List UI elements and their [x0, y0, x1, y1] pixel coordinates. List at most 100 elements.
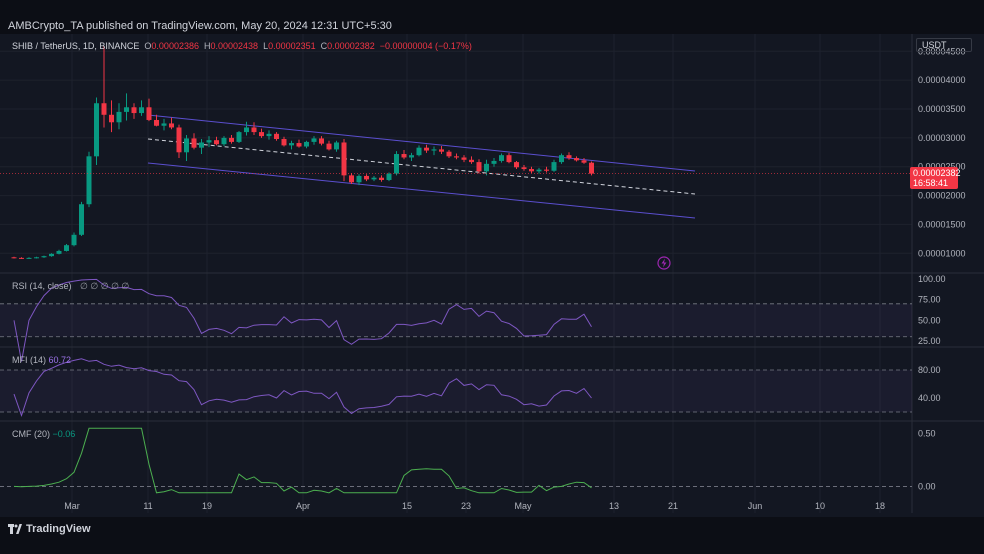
- y-tick-label: 0.00001500: [918, 219, 966, 229]
- candle-body: [424, 147, 429, 151]
- candle-body: [176, 127, 182, 153]
- candle-body: [499, 155, 504, 161]
- y-tick-label: 100.00: [918, 274, 946, 284]
- candle-body: [26, 257, 32, 259]
- candle-body: [86, 156, 92, 205]
- candle-body: [41, 256, 47, 258]
- y-tick-label: 25.00: [918, 336, 941, 346]
- low-value: 0.00002351: [268, 41, 316, 51]
- candle-body: [574, 158, 579, 161]
- last-price-tag: 0.00002382 16:58:41: [910, 167, 961, 189]
- rsi-hidden-values: ∅ ∅ ∅ ∅ ∅: [80, 281, 130, 291]
- y-tick-label: 0.50: [918, 429, 936, 439]
- candle-body: [326, 143, 332, 150]
- candle-body: [446, 151, 452, 157]
- x-tick-label: Jun: [748, 501, 763, 511]
- cmf-value: −0.06: [52, 429, 76, 439]
- rsi-line: [13, 278, 592, 362]
- candle-body: [401, 154, 407, 158]
- rsi-title[interactable]: RSI (14, close): [12, 281, 72, 291]
- tradingview-logo[interactable]: TradingView: [8, 523, 91, 535]
- candle-body: [169, 123, 174, 128]
- mfi-line: [13, 358, 592, 418]
- candle-body: [589, 162, 594, 174]
- candle-body: [454, 156, 459, 158]
- high-label: H: [204, 41, 211, 51]
- y-tick-label: 80.00: [918, 365, 941, 375]
- y-tick-label: 0.00001000: [918, 248, 966, 258]
- candle-body: [34, 257, 39, 259]
- candle-body: [64, 245, 69, 251]
- x-tick-label: 13: [609, 501, 619, 511]
- candle-body: [259, 132, 264, 137]
- open-value: 0.00002386: [151, 41, 199, 51]
- indicator-band: [0, 303, 912, 337]
- cmf-line: [13, 427, 592, 494]
- candle-body: [379, 177, 384, 180]
- candle-body: [319, 138, 324, 144]
- cmf-title[interactable]: CMF (20): [12, 429, 50, 439]
- candle-body: [521, 167, 527, 170]
- alert-bolt-icon[interactable]: [657, 256, 671, 270]
- mfi-pane: 80.00 40.00: [0, 358, 941, 418]
- mfi-title[interactable]: MFI (14): [12, 355, 47, 365]
- candle-body: [56, 250, 62, 254]
- candle-body: [251, 127, 257, 133]
- symbol-name[interactable]: SHIB / TetherUS, 1D, BINANCE: [12, 41, 140, 51]
- candle-body: [469, 159, 474, 163]
- candle-body: [409, 155, 414, 158]
- x-tick-label: 11: [143, 501, 152, 511]
- candle-body: [274, 133, 279, 140]
- candle-body: [191, 138, 197, 148]
- candle-body: [214, 140, 219, 145]
- candle-body: [476, 162, 482, 172]
- low-label: L: [263, 41, 269, 51]
- candles: [0, 46, 912, 260]
- y-tick-label: 50.00: [918, 315, 941, 325]
- x-tick-label: Apr: [296, 501, 310, 511]
- trend-channel: [147, 114, 696, 219]
- y-tick-label: 75.00: [918, 295, 941, 305]
- chart-area[interactable]: 100.00 75.00 50.00 25.00 80.0040.00 0.50 0.0…: [0, 34, 984, 518]
- candle-body: [566, 155, 572, 159]
- candle-body: [491, 160, 497, 164]
- candle-body: [116, 111, 122, 123]
- candle-body: [416, 147, 422, 156]
- candle-body: [221, 137, 227, 145]
- x-tick-label: 19: [202, 501, 212, 511]
- candle-body: [386, 173, 392, 180]
- candle-body: [536, 169, 542, 172]
- candle-body: [334, 142, 339, 150]
- x-tick-label: 15: [402, 501, 412, 511]
- candle-body: [131, 107, 137, 114]
- candle-body: [161, 123, 167, 126]
- channel-lower-line: [147, 162, 696, 219]
- close-label: C: [320, 41, 328, 51]
- candle-body: [356, 175, 362, 183]
- candle-body: [79, 204, 84, 235]
- grid-lines: [0, 34, 984, 513]
- candle-body: [236, 132, 242, 142]
- mfi-value: 60.72: [48, 355, 72, 365]
- candle-body: [206, 140, 212, 143]
- y-tick-label: 0.00003500: [918, 104, 966, 114]
- tradingview-brand: TradingView: [26, 523, 91, 535]
- high-value: 0.00002438: [210, 41, 259, 51]
- candle-body: [551, 162, 557, 171]
- indicator-band: [0, 370, 912, 412]
- x-tick-label: Mar: [64, 501, 80, 511]
- candle-body: [289, 143, 294, 146]
- candle-body: [154, 119, 159, 126]
- candle-body: [364, 175, 369, 180]
- candle-body: [146, 107, 152, 120]
- top-bar: [0, 0, 984, 34]
- candle-body: [349, 175, 354, 183]
- y-tick-label: 0.00004000: [918, 75, 966, 85]
- bottom-bar: [0, 517, 984, 554]
- candle-body: [109, 114, 114, 123]
- x-tick-label: 21: [668, 501, 678, 511]
- candle-body: [311, 138, 317, 142]
- rsi-pane: 100.00 75.00 50.00 25.00: [0, 274, 946, 362]
- candle-body: [371, 177, 377, 180]
- currency-selector[interactable]: USDT: [916, 38, 972, 52]
